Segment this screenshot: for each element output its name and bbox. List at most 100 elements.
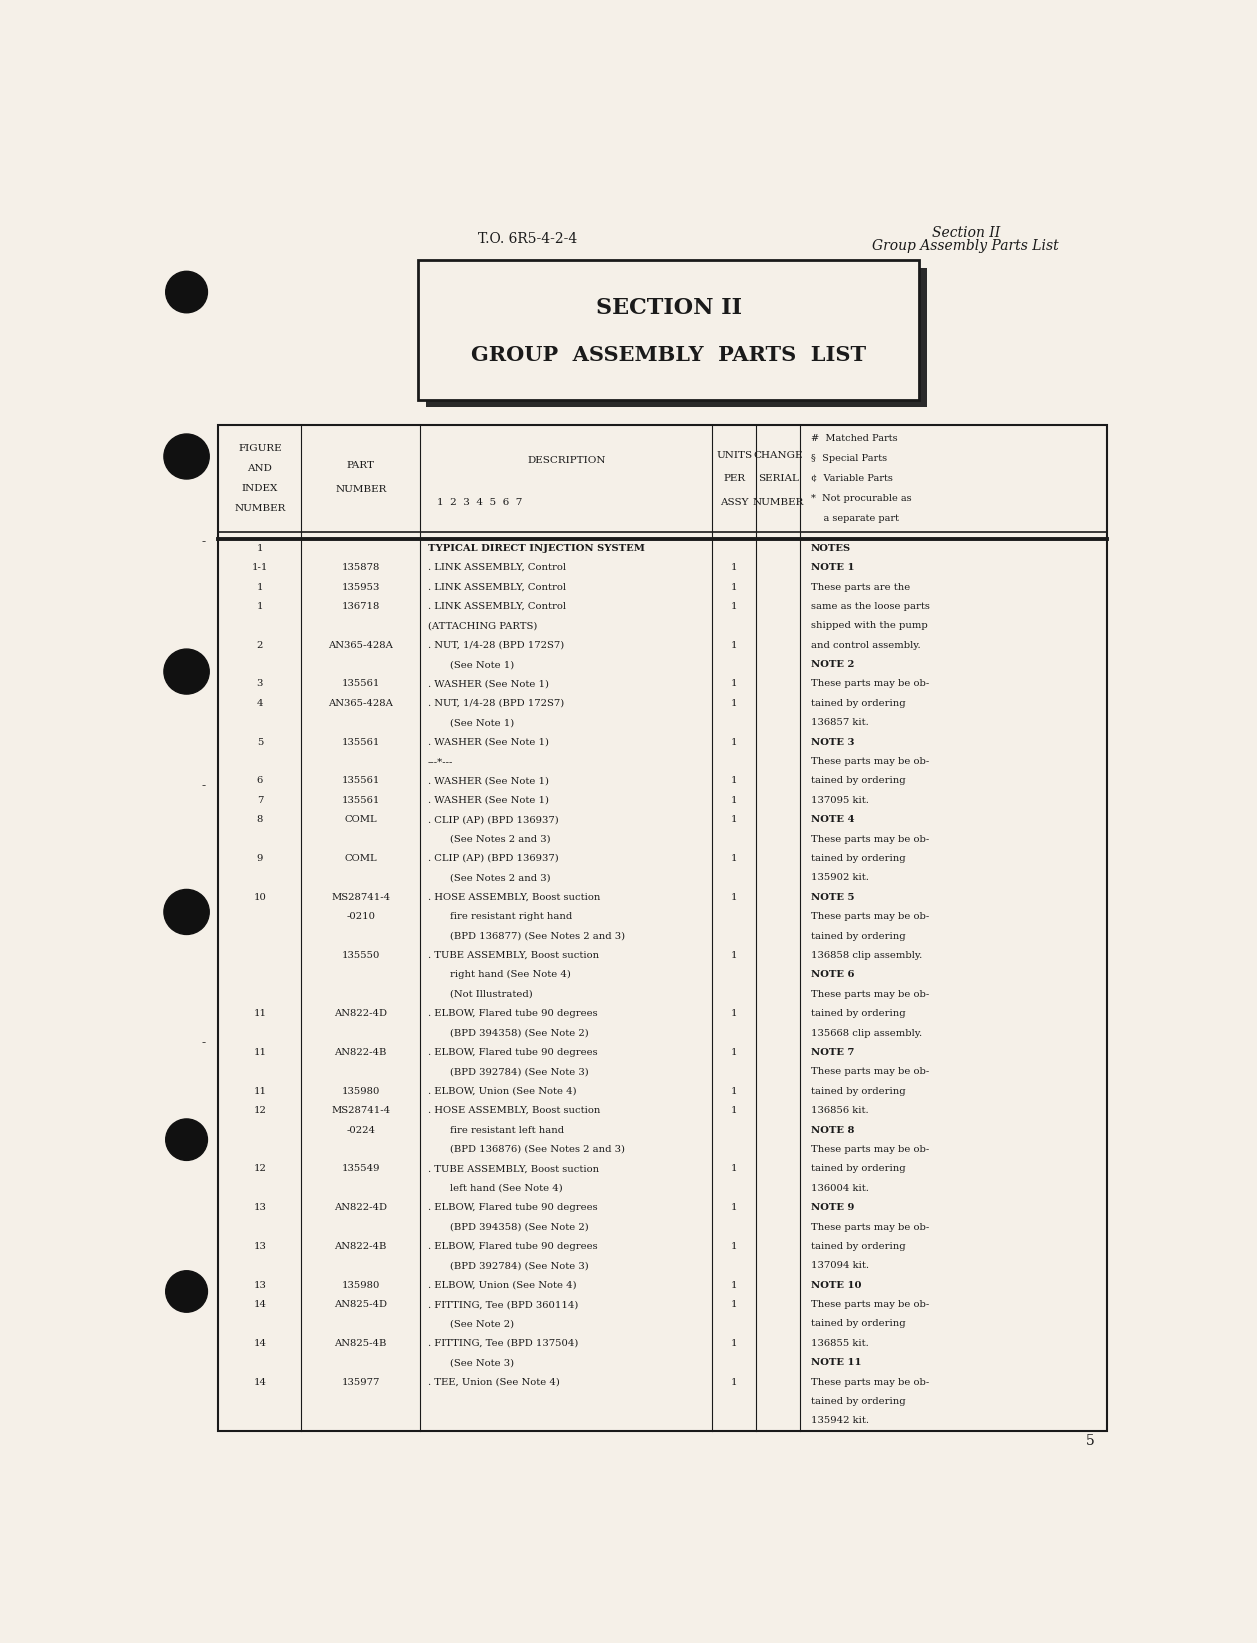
Text: 136855 kit.: 136855 kit.: [811, 1339, 869, 1347]
Text: . NUT, 1/4-28 (BPD 172S7): . NUT, 1/4-28 (BPD 172S7): [427, 698, 564, 708]
Text: 1: 1: [732, 1378, 738, 1387]
Text: 135561: 135561: [342, 795, 380, 805]
Text: 1: 1: [732, 892, 738, 902]
Text: fire resistant right hand: fire resistant right hand: [450, 912, 572, 922]
Text: 1: 1: [732, 1300, 738, 1309]
Text: These parts may be ob-: These parts may be ob-: [811, 835, 929, 843]
Circle shape: [163, 649, 209, 693]
Text: MS28741-4: MS28741-4: [331, 1106, 390, 1116]
Text: (BPD 136876) (See Notes 2 and 3): (BPD 136876) (See Notes 2 and 3): [450, 1145, 625, 1153]
Text: . CLIP (AP) (BPD 136937): . CLIP (AP) (BPD 136937): [427, 815, 558, 825]
Text: 1: 1: [732, 601, 738, 611]
Text: AN365-428A: AN365-428A: [328, 641, 393, 649]
Text: 13: 13: [254, 1242, 266, 1250]
Text: . ELBOW, Flared tube 90 degrees: . ELBOW, Flared tube 90 degrees: [427, 1203, 597, 1213]
Text: 135942 kit.: 135942 kit.: [811, 1416, 869, 1426]
Text: 137095 kit.: 137095 kit.: [811, 795, 869, 805]
Text: AN822-4B: AN822-4B: [334, 1242, 387, 1250]
Text: AN365-428A: AN365-428A: [328, 698, 393, 708]
Text: (See Note 1): (See Note 1): [450, 718, 514, 728]
Text: 135549: 135549: [342, 1165, 380, 1173]
Text: UNITS: UNITS: [716, 450, 753, 460]
Text: NOTE 7: NOTE 7: [811, 1048, 855, 1056]
Text: tained by ordering: tained by ordering: [811, 698, 905, 708]
Text: NOTES: NOTES: [811, 544, 851, 552]
Text: 1: 1: [732, 1165, 738, 1173]
Text: right hand (See Note 4): right hand (See Note 4): [450, 971, 571, 979]
Text: 9: 9: [256, 854, 263, 863]
Text: (ATTACHING PARTS): (ATTACHING PARTS): [427, 621, 537, 631]
Text: 137094 kit.: 137094 kit.: [811, 1262, 869, 1270]
Text: INDEX: INDEX: [241, 485, 278, 493]
Text: 1: 1: [732, 795, 738, 805]
Text: tained by ordering: tained by ordering: [811, 1319, 905, 1329]
Text: 8: 8: [256, 815, 263, 825]
Text: 14: 14: [254, 1378, 266, 1387]
Text: (See Note 1): (See Note 1): [450, 660, 514, 669]
Bar: [219, 426, 1107, 1431]
Text: CHANGE: CHANGE: [753, 450, 803, 460]
Text: 1: 1: [732, 1203, 738, 1213]
Text: These parts may be ob-: These parts may be ob-: [811, 1145, 929, 1153]
Text: 14: 14: [254, 1339, 266, 1347]
Text: -: -: [201, 779, 206, 792]
Text: 7: 7: [256, 795, 263, 805]
Text: 11: 11: [254, 1009, 266, 1019]
Text: GROUP  ASSEMBLY  PARTS  LIST: GROUP ASSEMBLY PARTS LIST: [471, 345, 866, 365]
Text: 1: 1: [256, 583, 263, 591]
Text: NOTE 2: NOTE 2: [811, 660, 855, 669]
Text: 1: 1: [732, 1339, 738, 1347]
Text: 135980: 135980: [342, 1280, 380, 1290]
Text: 1: 1: [732, 854, 738, 863]
Text: 2: 2: [256, 641, 263, 649]
Text: 1: 1: [256, 601, 263, 611]
Text: 11: 11: [254, 1086, 266, 1096]
Text: FIGURE: FIGURE: [238, 444, 282, 453]
Text: NOTE 5: NOTE 5: [811, 892, 855, 902]
Text: These parts may be ob-: These parts may be ob-: [811, 912, 929, 922]
Text: . FITTING, Tee (BPD 137504): . FITTING, Tee (BPD 137504): [427, 1339, 578, 1347]
Text: MS28741-4: MS28741-4: [331, 892, 390, 902]
Text: tained by ordering: tained by ordering: [811, 1242, 905, 1250]
Text: 135980: 135980: [342, 1086, 380, 1096]
Text: These parts are the: These parts are the: [811, 583, 910, 591]
Text: 1: 1: [732, 1009, 738, 1019]
Text: tained by ordering: tained by ordering: [811, 1009, 905, 1019]
Text: . TUBE ASSEMBLY, Boost suction: . TUBE ASSEMBLY, Boost suction: [427, 1165, 600, 1173]
Text: 135668 clip assembly.: 135668 clip assembly.: [811, 1029, 923, 1038]
Text: tained by ordering: tained by ordering: [811, 1397, 905, 1406]
Text: (See Notes 2 and 3): (See Notes 2 and 3): [450, 874, 551, 882]
Text: NOTE 9: NOTE 9: [811, 1203, 855, 1213]
Text: . FITTING, Tee (BPD 360114): . FITTING, Tee (BPD 360114): [427, 1300, 578, 1309]
Circle shape: [163, 434, 209, 480]
Text: shipped with the pump: shipped with the pump: [811, 621, 928, 631]
Text: ¢  Variable Parts: ¢ Variable Parts: [811, 475, 892, 483]
Text: 135561: 135561: [342, 680, 380, 688]
Text: . ELBOW, Flared tube 90 degrees: . ELBOW, Flared tube 90 degrees: [427, 1009, 597, 1019]
Text: AN825-4B: AN825-4B: [334, 1339, 387, 1347]
Text: PER: PER: [723, 475, 745, 483]
Text: 12: 12: [254, 1165, 266, 1173]
Text: 1: 1: [732, 1280, 738, 1290]
Text: . HOSE ASSEMBLY, Boost suction: . HOSE ASSEMBLY, Boost suction: [427, 892, 601, 902]
Text: . LINK ASSEMBLY, Control: . LINK ASSEMBLY, Control: [427, 564, 566, 572]
Text: . WASHER (See Note 1): . WASHER (See Note 1): [427, 795, 549, 805]
Text: 3: 3: [256, 680, 263, 688]
Text: 1: 1: [732, 815, 738, 825]
Text: (BPD 392784) (See Note 3): (BPD 392784) (See Note 3): [450, 1068, 588, 1076]
Text: 4: 4: [256, 698, 263, 708]
Text: 136857 kit.: 136857 kit.: [811, 718, 869, 728]
Text: SECTION II: SECTION II: [596, 297, 742, 319]
Text: These parts may be ob-: These parts may be ob-: [811, 1378, 929, 1387]
Text: 13: 13: [254, 1280, 266, 1290]
Text: 136856 kit.: 136856 kit.: [811, 1106, 869, 1116]
Text: 1: 1: [732, 583, 738, 591]
Text: (BPD 394358) (See Note 2): (BPD 394358) (See Note 2): [450, 1222, 588, 1232]
Text: . WASHER (See Note 1): . WASHER (See Note 1): [427, 738, 549, 746]
Text: . LINK ASSEMBLY, Control: . LINK ASSEMBLY, Control: [427, 601, 566, 611]
Text: 14: 14: [254, 1300, 266, 1309]
Circle shape: [166, 1270, 207, 1313]
Text: (BPD 392784) (See Note 3): (BPD 392784) (See Note 3): [450, 1262, 588, 1270]
Text: tained by ordering: tained by ordering: [811, 1086, 905, 1096]
Text: DESCRIPTION: DESCRIPTION: [527, 455, 606, 465]
